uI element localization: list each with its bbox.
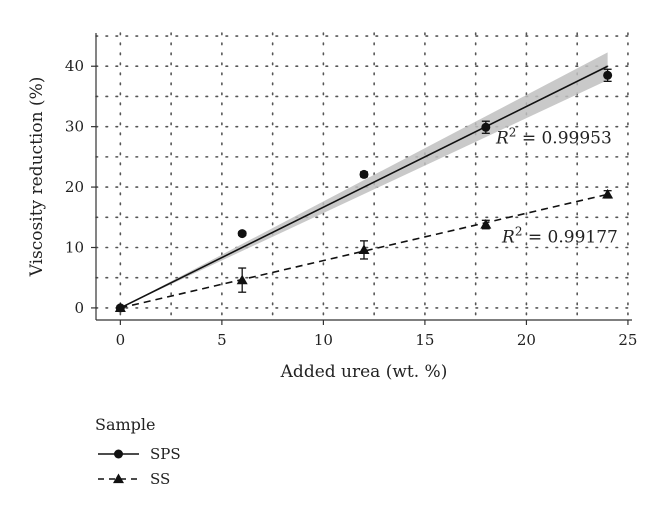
point-ss bbox=[480, 219, 492, 229]
axes: 0 5 10 15 20 25 0 10 20 30 40 Added urea (wt. %) Vis… bbox=[27, 33, 637, 382]
fit-lines bbox=[120, 65, 608, 309]
y-tick-label: 10 bbox=[65, 238, 84, 256]
x-tick-label: 0 bbox=[116, 331, 126, 349]
x-tick-label: 10 bbox=[314, 331, 333, 349]
legend-label: SPS bbox=[150, 445, 181, 463]
x-tick-label: 20 bbox=[517, 331, 536, 349]
y-axis-title: Viscosity reduction (%) bbox=[27, 77, 47, 278]
point-sps bbox=[237, 229, 247, 239]
legend-marker bbox=[113, 473, 124, 484]
point-sps bbox=[481, 122, 491, 132]
fit-line-sps bbox=[120, 65, 608, 309]
point-ss bbox=[358, 244, 370, 255]
point-sps bbox=[359, 169, 369, 179]
y-tick-label: 40 bbox=[65, 57, 84, 75]
legend-item-sps: SPS bbox=[98, 445, 181, 463]
point-ss bbox=[114, 302, 126, 313]
grid bbox=[95, 32, 633, 321]
annotations: R2 = 0.99953 R2 = 0.99177 bbox=[495, 126, 618, 248]
x-axis-title: Added urea (wt. %) bbox=[280, 362, 448, 382]
x-tick-label: 25 bbox=[618, 331, 637, 349]
legend-marker bbox=[114, 449, 123, 459]
legend-title: Sample bbox=[95, 415, 156, 434]
legend: Sample SPS SS bbox=[95, 415, 181, 488]
y-tick-label: 30 bbox=[65, 118, 84, 136]
point-sps bbox=[603, 70, 613, 80]
confidence-band-sps bbox=[120, 52, 608, 308]
r2-annotation-sps: R2 = 0.99953 bbox=[495, 126, 612, 149]
x-tick-label: 5 bbox=[217, 331, 227, 349]
confidence-bands bbox=[120, 52, 608, 308]
y-tick-label: 0 bbox=[74, 299, 84, 317]
x-tick-label: 15 bbox=[415, 331, 434, 349]
point-ss bbox=[236, 274, 248, 285]
r2-annotation-ss: R2 = 0.99177 bbox=[501, 225, 618, 248]
data-points bbox=[114, 70, 614, 313]
legend-label: SS bbox=[150, 470, 170, 488]
legend-item-ss: SS bbox=[98, 470, 170, 488]
y-tick-label: 20 bbox=[65, 178, 84, 196]
point-ss bbox=[602, 188, 614, 199]
